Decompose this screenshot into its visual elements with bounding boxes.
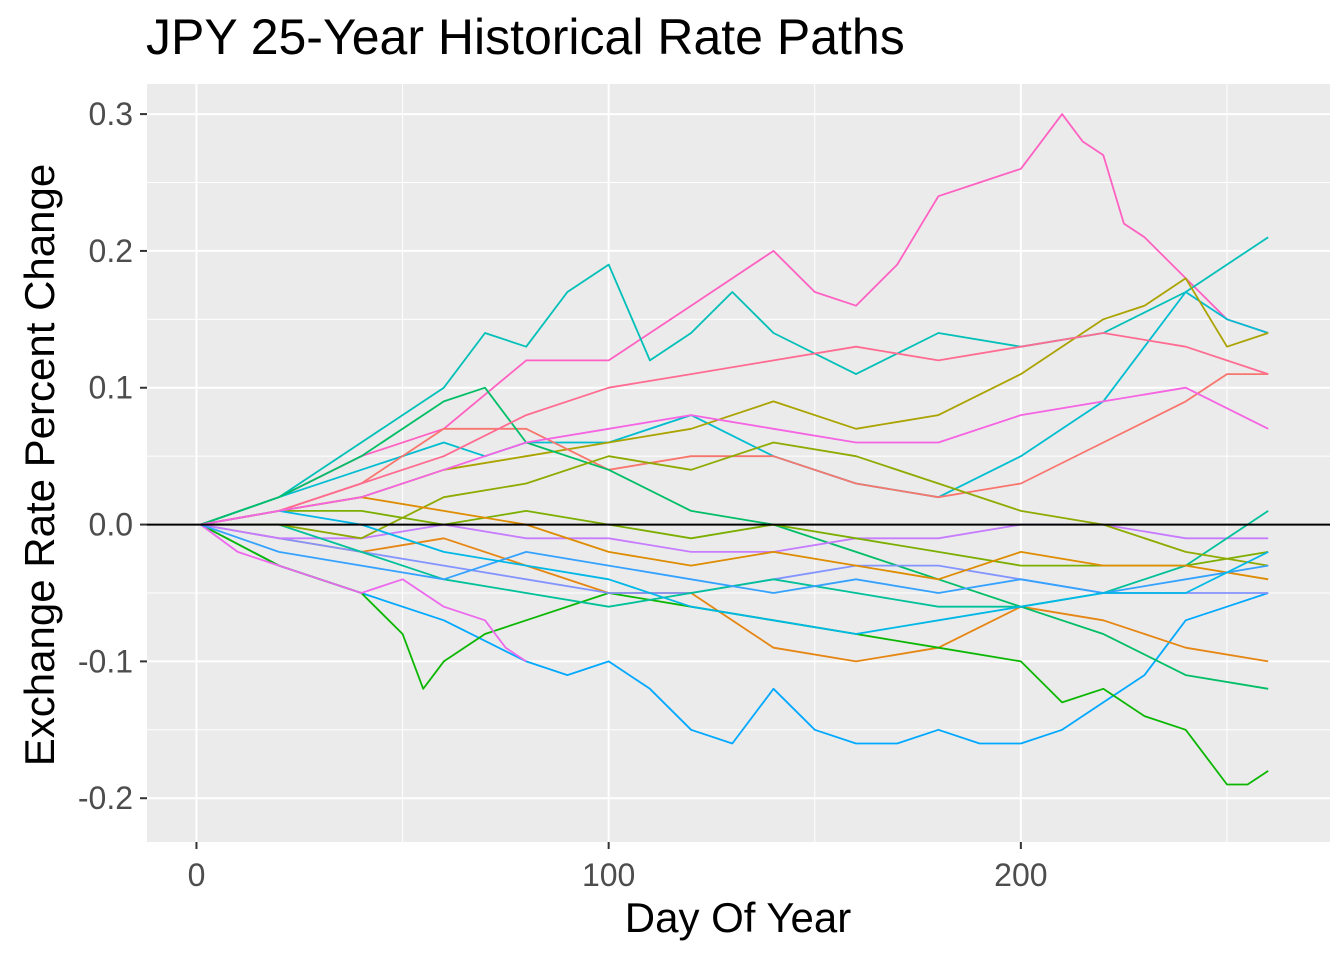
minor-gridlines — [147, 84, 1330, 842]
y-tick-label: 0.3 — [89, 96, 133, 132]
series-line-19 — [200, 332, 1269, 526]
series-line-12 — [200, 523, 527, 663]
major-gridlines — [147, 84, 1330, 842]
y-tick-label: -0.2 — [78, 780, 133, 816]
x-tick-label: 0 — [188, 857, 206, 893]
plot-panel — [147, 84, 1330, 842]
series-line-18 — [200, 509, 1269, 635]
x-axis-ticks: 0 100 200 — [188, 842, 1048, 893]
series-line-20 — [200, 386, 1269, 526]
y-tick-label: 0.0 — [89, 507, 133, 543]
chart-title: JPY 25-Year Historical Rate Paths — [146, 9, 905, 65]
series-lines — [200, 113, 1269, 786]
series-line-4 — [200, 523, 1269, 745]
x-tick-label: 100 — [582, 857, 635, 893]
x-tick-label: 200 — [994, 857, 1047, 893]
series-line-14 — [200, 509, 1269, 567]
y-axis-ticks: -0.2 -0.1 0.0 0.1 0.2 0.3 — [78, 96, 147, 816]
series-line-9 — [200, 386, 1269, 690]
y-tick-label: 0.2 — [89, 233, 133, 269]
y-tick-label: -0.1 — [78, 643, 133, 679]
x-axis-title: Day Of Year — [624, 894, 852, 941]
series-line-15 — [200, 441, 1269, 567]
series-line-7 — [200, 523, 1269, 663]
series-line-16 — [200, 496, 1269, 581]
series-line-6 — [200, 373, 1269, 526]
y-tick-label: 0.1 — [89, 370, 133, 406]
series-line-17 — [200, 523, 1269, 594]
series-line-1 — [200, 113, 1269, 526]
